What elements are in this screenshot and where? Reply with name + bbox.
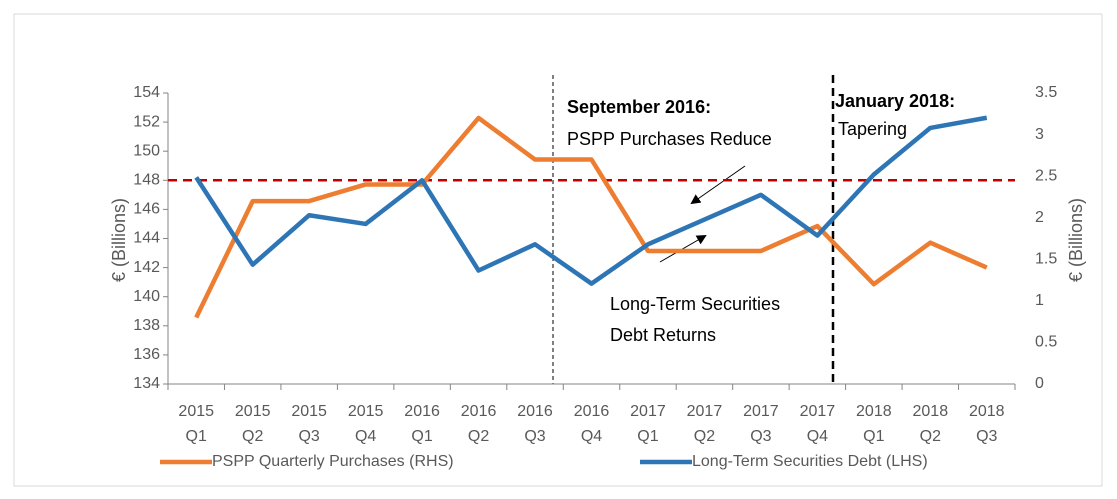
y-tick-label: 148 xyxy=(133,172,160,189)
annotation: Debt Returns xyxy=(610,325,716,345)
y2-tick-label: 3.5 xyxy=(1035,84,1057,101)
y2-tick-label: 0 xyxy=(1035,375,1044,392)
series-line xyxy=(194,115,988,286)
y-tick-label: 152 xyxy=(133,113,160,130)
y-tick-label: 146 xyxy=(133,201,160,218)
y-tick-label: 150 xyxy=(133,142,160,159)
y-tick-label: 134 xyxy=(133,375,160,392)
y2-tick-label: 3 xyxy=(1035,126,1044,143)
y2-tick-label: 0.5 xyxy=(1035,334,1057,351)
annotation-title: September 2016: xyxy=(567,97,711,117)
arrow xyxy=(690,165,746,205)
annotation: Long-Term Securities xyxy=(610,294,780,314)
legend-label: PSPP Quarterly Purchases (RHS) xyxy=(212,453,454,470)
y-tick-label: 138 xyxy=(133,317,160,334)
y-axis-label: € (Billions) xyxy=(109,198,129,282)
y-tick-label: 136 xyxy=(133,346,160,363)
x-tick-label: 2016 Q3 xyxy=(517,403,553,445)
x-tick-label: 2015 Q4 xyxy=(348,403,384,445)
y2-axis-label: € (Billions) xyxy=(1066,198,1086,282)
x-tick-label: 2016 Q2 xyxy=(461,403,497,445)
x-tick-label: 2017 Q3 xyxy=(743,403,779,445)
x-tick-label: 2018 Q2 xyxy=(913,403,949,445)
annotation: PSPP Purchases Reduce xyxy=(567,129,772,149)
x-tick-label: 2016 Q4 xyxy=(574,403,610,445)
x-tick-label: 2017 Q2 xyxy=(687,403,723,445)
y2-tick-label: 2.5 xyxy=(1035,167,1057,184)
x-tick-label: 2015 Q3 xyxy=(291,403,327,445)
annotation: Tapering xyxy=(838,119,907,139)
x-tick-label: 2017 Q1 xyxy=(630,403,666,445)
y-tick-label: 140 xyxy=(133,288,160,305)
x-tick-label: 2018 Q3 xyxy=(969,403,1005,445)
y-tick-label: 142 xyxy=(133,259,160,276)
y-tick-label: 144 xyxy=(133,230,160,247)
x-tick-label: 2018 Q1 xyxy=(856,403,892,445)
x-tick-label: 2015 Q1 xyxy=(178,403,214,445)
x-tick-label: 2017 Q4 xyxy=(800,403,836,445)
y2-tick-label: 1 xyxy=(1035,292,1044,309)
series-line xyxy=(194,115,988,319)
x-tick-label: 2016 Q1 xyxy=(404,403,440,445)
y-tick-label: 154 xyxy=(133,84,160,101)
legend-label: Long-Term Securities Debt (LHS) xyxy=(692,453,928,470)
y2-tick-label: 2 xyxy=(1035,209,1044,226)
x-tick-label: 2015 Q2 xyxy=(235,403,271,445)
y2-tick-label: 1.5 xyxy=(1035,251,1057,268)
annotation-title: January 2018: xyxy=(835,91,955,111)
